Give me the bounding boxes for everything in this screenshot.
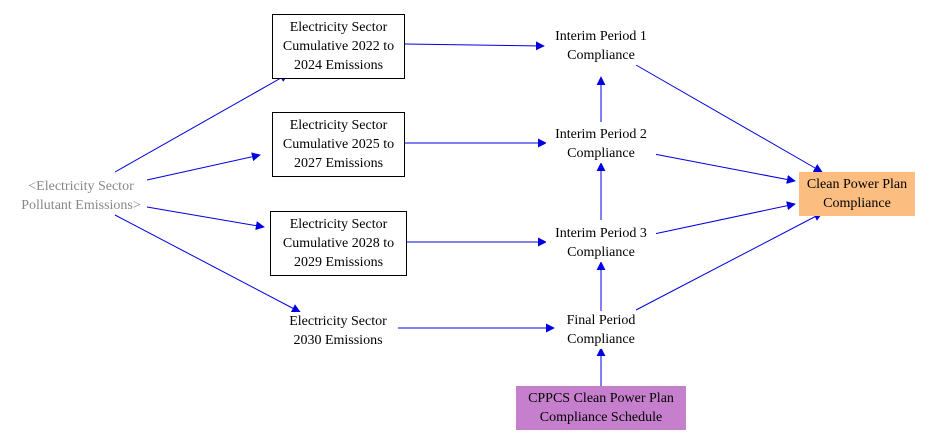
arrow-pollutant-to-cum-2025 bbox=[146, 152, 261, 181]
node-2030-emissions: Electricity Sector 2030 Emissions bbox=[278, 312, 398, 350]
node-pollutant-emissions: <Electricity Sector Pollutant Emissions> bbox=[21, 179, 141, 213]
node-final-period: Final Period Compliance bbox=[556, 311, 646, 349]
node-cppcs-schedule: CPPCS Clean Power Plan Compliance Schedu… bbox=[516, 386, 686, 430]
node-cumulative-2022-2024: Electricity Sector Cumulative 2022 to 20… bbox=[272, 14, 405, 79]
node-cumulative-2025-2027: Electricity Sector Cumulative 2025 to 20… bbox=[272, 112, 405, 177]
node-interim-period-2: Interim Period 2 Compliance bbox=[546, 125, 656, 163]
arrow-interim-1-to-cpp bbox=[635, 64, 823, 173]
node-clean-power-plan-compliance: Clean Power Plan Compliance bbox=[799, 172, 915, 216]
node-cumulative-2028-2029: Electricity Sector Cumulative 2028 to 20… bbox=[270, 211, 407, 276]
arrow-pollutant-to-cum-2022 bbox=[114, 73, 289, 173]
arrow-pollutant-to-cum-2028 bbox=[146, 206, 265, 231]
node-interim-period-1: Interim Period 1 Compliance bbox=[546, 27, 656, 65]
arrow-final-to-cpp bbox=[635, 212, 823, 311]
node-interim-period-3: Interim Period 3 Compliance bbox=[546, 224, 656, 262]
arrow-interim-2-to-cpp bbox=[653, 153, 796, 184]
arrow-pollutant-to-2030 bbox=[114, 214, 301, 313]
arrow-interim-3-to-cpp bbox=[653, 201, 796, 235]
arrow-cum-2022-to-interim-1 bbox=[404, 41, 545, 51]
